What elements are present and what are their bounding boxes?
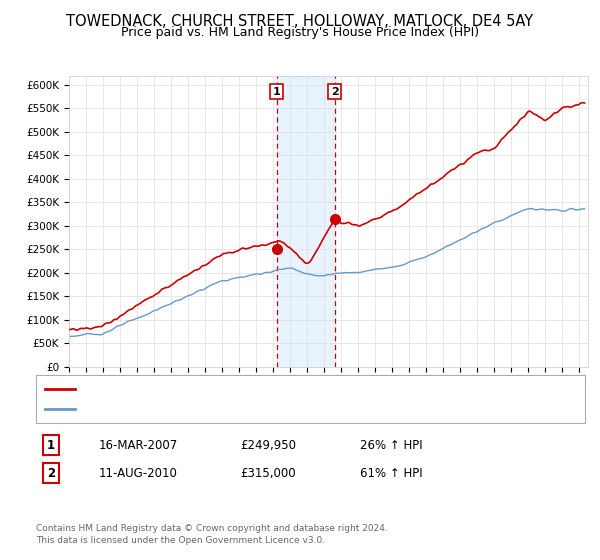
Text: TOWEDNACK, CHURCH STREET, HOLLOWAY, MATLOCK, DE4 5AY: TOWEDNACK, CHURCH STREET, HOLLOWAY, MATL…: [67, 14, 533, 29]
Text: Price paid vs. HM Land Registry's House Price Index (HPI): Price paid vs. HM Land Registry's House …: [121, 26, 479, 39]
Text: 1: 1: [47, 438, 55, 452]
Text: £315,000: £315,000: [240, 466, 296, 480]
Text: 1: 1: [273, 87, 281, 97]
Text: Contains HM Land Registry data © Crown copyright and database right 2024.
This d: Contains HM Land Registry data © Crown c…: [36, 524, 388, 545]
Text: 2: 2: [331, 87, 338, 97]
Text: 61% ↑ HPI: 61% ↑ HPI: [360, 466, 422, 480]
Text: HPI: Average price, detached house, Amber Valley: HPI: Average price, detached house, Ambe…: [81, 404, 356, 414]
Text: £249,950: £249,950: [240, 438, 296, 452]
Text: 11-AUG-2010: 11-AUG-2010: [99, 466, 178, 480]
Text: 2: 2: [47, 466, 55, 480]
Text: TOWEDNACK, CHURCH STREET, HOLLOWAY, MATLOCK, DE4 5AY (detached house): TOWEDNACK, CHURCH STREET, HOLLOWAY, MATL…: [81, 384, 530, 394]
Text: 16-MAR-2007: 16-MAR-2007: [99, 438, 178, 452]
Text: 26% ↑ HPI: 26% ↑ HPI: [360, 438, 422, 452]
